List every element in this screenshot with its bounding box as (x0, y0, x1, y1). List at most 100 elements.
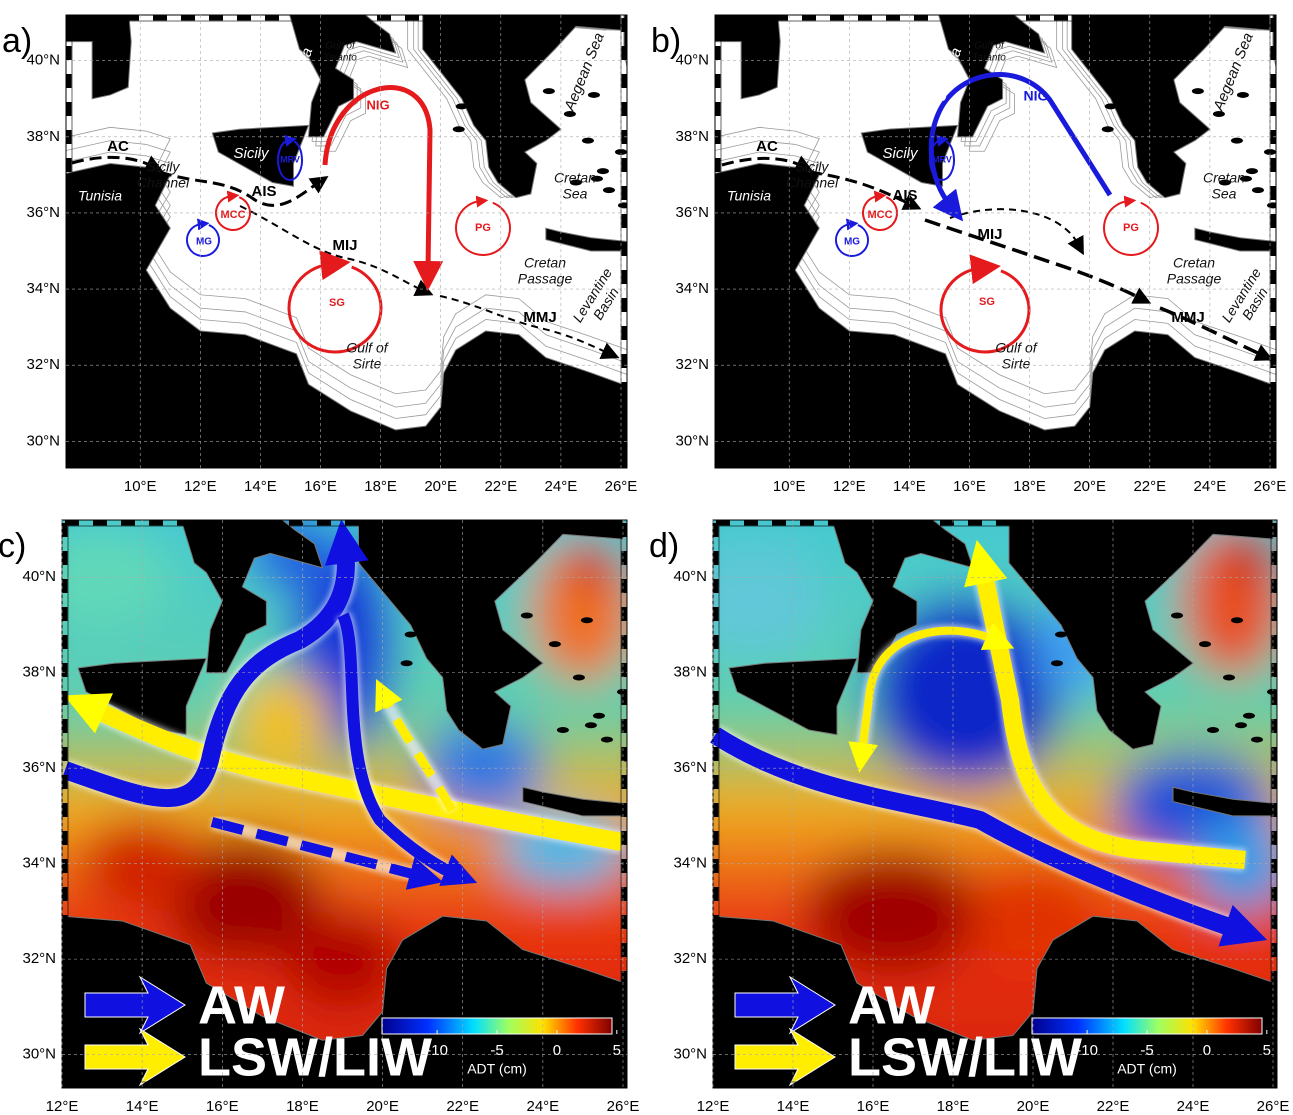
island (1171, 612, 1183, 618)
island (597, 168, 609, 174)
lon-tick-label: 24°E (1177, 1098, 1210, 1115)
lon-tick-label: 12°E (46, 1098, 79, 1115)
island (618, 202, 630, 208)
lat-tick-label: 34°N (675, 280, 709, 297)
colorbar-tick-label: 5 (1263, 1042, 1271, 1059)
map-label: Cretan (554, 170, 596, 186)
lon-tick-label: 22°E (446, 1098, 479, 1115)
map-label: Channel (137, 175, 190, 191)
island (588, 92, 600, 98)
island (453, 126, 465, 132)
island (573, 675, 585, 681)
island (401, 660, 413, 666)
lon-tick-label: 10°E (124, 478, 157, 495)
lat-tick-label: 36°N (22, 759, 56, 776)
map-label: MRV (280, 154, 300, 164)
lon-tick-label: 18°E (286, 1098, 319, 1115)
lon-tick-label: 26°E (1257, 1098, 1290, 1115)
lon-tick-label: 16°E (304, 478, 337, 495)
island (1051, 660, 1063, 666)
map-label: Passage (1167, 271, 1222, 287)
lon-tick-label: 14°E (126, 1098, 159, 1115)
map-label: Sicily (882, 145, 919, 162)
colorbar-label: ADT (cm) (1117, 1061, 1177, 1077)
map-label: AC (107, 138, 129, 155)
map-label: SG (979, 296, 995, 308)
lat-tick-label: 30°N (675, 432, 709, 449)
map-label: MCC (867, 209, 892, 221)
island (1243, 713, 1255, 719)
colorbar-tick-label: 5 (613, 1042, 621, 1059)
legend-label: AW (848, 975, 935, 1035)
lon-tick-label: 12°E (184, 478, 217, 495)
map-label: Gulf of (346, 340, 389, 356)
island (1207, 727, 1219, 733)
island (593, 713, 605, 719)
island (521, 612, 533, 618)
lon-tick-label: 24°E (1194, 478, 1227, 495)
lon-tick-label: 22°E (1097, 1098, 1130, 1115)
map-label: PG (1123, 222, 1139, 234)
lat-tick-label: 38°N (26, 128, 60, 145)
map-label: MG (844, 237, 860, 248)
map-label: Taranto (972, 53, 1006, 64)
lat-tick-label: 32°N (22, 950, 56, 967)
lon-tick-label: 26°E (1254, 478, 1287, 495)
lat-tick-label: 40°N (22, 568, 56, 585)
lat-tick-label: 32°N (673, 950, 707, 967)
map-label: PG (475, 222, 491, 234)
map-label: MMJ (1171, 309, 1204, 326)
adt-blob (571, 539, 619, 587)
island (1105, 103, 1117, 109)
map-label: MMJ (523, 309, 556, 326)
lon-tick-label: 26°E (605, 478, 638, 495)
island (1252, 187, 1264, 193)
island (1231, 138, 1243, 144)
island (1223, 675, 1235, 681)
island (1102, 126, 1114, 132)
lon-tick-label: 20°E (366, 1098, 399, 1115)
map-label: AC (756, 138, 778, 155)
map-label: Sea (1212, 186, 1237, 202)
legend-label: LSW/LIW (198, 1027, 432, 1087)
lon-tick-label: 14°E (893, 478, 926, 495)
panel-label: d) (649, 527, 679, 565)
island (1192, 88, 1204, 94)
lat-tick-label: 38°N (22, 664, 56, 681)
lat-tick-label: 32°N (26, 356, 60, 373)
map-label: Sirte (1002, 356, 1031, 372)
colorbar-tick-label: -10 (1076, 1042, 1098, 1059)
island (601, 737, 613, 743)
map-label: Cretan (1173, 255, 1215, 271)
map-label: MCC (220, 209, 245, 221)
island (581, 617, 593, 623)
colorbar-tick-label: -5 (1140, 1042, 1153, 1059)
map-label: Sicily (147, 159, 181, 175)
island (585, 722, 597, 728)
map-label: MIJ (332, 237, 357, 254)
map-label: NIG (1024, 88, 1049, 104)
map-label: MIJ (977, 226, 1002, 243)
lon-tick-label: 22°E (484, 478, 517, 495)
lon-tick-label: 16°E (206, 1098, 239, 1115)
island (1251, 737, 1263, 743)
island (1235, 722, 1247, 728)
colorbar-tick-label: 0 (1203, 1042, 1211, 1059)
map-label: Gulf of (325, 41, 356, 52)
lat-tick-label: 40°N (673, 568, 707, 585)
lon-tick-label: 24°E (526, 1098, 559, 1115)
colorbar-tick-label: 0 (553, 1042, 561, 1059)
island (1237, 92, 1249, 98)
lon-tick-label: 14°E (777, 1098, 810, 1115)
lat-tick-label: 36°N (26, 204, 60, 221)
island (1055, 632, 1067, 638)
lon-tick-label: 16°E (953, 478, 986, 495)
adt-blob (681, 544, 825, 659)
lat-tick-label: 38°N (673, 664, 707, 681)
colorbar-label: ADT (cm) (467, 1061, 527, 1077)
map-label: Gulf of (974, 41, 1005, 52)
lat-tick-label: 32°N (675, 356, 709, 373)
lon-tick-label: 20°E (424, 478, 457, 495)
lat-tick-label: 30°N (22, 1046, 56, 1063)
island (543, 88, 555, 94)
